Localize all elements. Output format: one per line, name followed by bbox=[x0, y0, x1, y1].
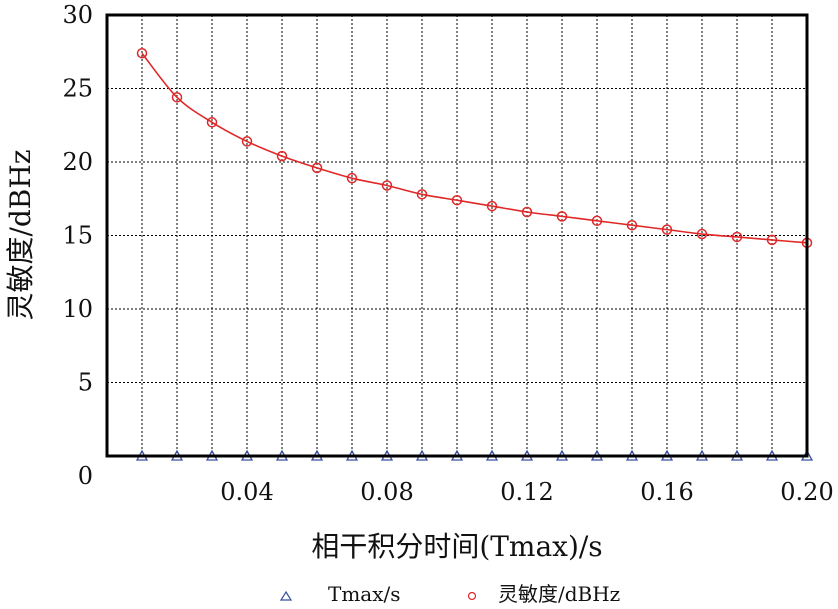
data-point-sensitivity bbox=[416, 189, 428, 200]
grid bbox=[107, 15, 807, 456]
plot-frame bbox=[105, 13, 809, 458]
data-point-sensitivity bbox=[136, 47, 148, 59]
data-point-sensitivity bbox=[206, 117, 218, 128]
x-axis-title: 相干积分时间(Tmax)/s bbox=[311, 530, 602, 563]
legend-label-tmax: Tmax/s bbox=[328, 582, 401, 606]
data-point-sensitivity bbox=[626, 219, 638, 231]
tick-labels: 0 5 10 15 20 25 30 0.04 0.08 0.12 0.16 0.20 bbox=[62, 1, 833, 506]
data-point-sensitivity bbox=[486, 200, 498, 212]
x-tick-label: 0.04 bbox=[220, 478, 273, 506]
data-point-sensitivity bbox=[241, 136, 253, 147]
legend-item-tmax: Tmax/s bbox=[279, 582, 401, 606]
data-point-sensitivity bbox=[451, 194, 463, 206]
y-axis-title: 灵敏度/dBHz bbox=[4, 149, 37, 320]
data-point-sensitivity bbox=[276, 150, 288, 162]
legend-item-sensitivity: 灵敏度/dBHz bbox=[467, 582, 620, 606]
data-point-sensitivity bbox=[381, 180, 393, 191]
x-tick-label: 0.20 bbox=[780, 478, 833, 506]
data-point-sensitivity bbox=[731, 231, 743, 243]
data-point-sensitivity bbox=[346, 172, 358, 184]
data-point-sensitivity bbox=[171, 92, 183, 103]
y-tick-label: 30 bbox=[62, 1, 93, 29]
x-tick-label: 0.08 bbox=[360, 478, 413, 506]
data-point-sensitivity bbox=[591, 215, 603, 227]
y-tick-label: 15 bbox=[62, 222, 93, 250]
triangle-marker-icon bbox=[279, 590, 293, 601]
x-tick-label: 0.12 bbox=[500, 478, 553, 506]
y-tick-label: 0 bbox=[78, 462, 93, 490]
data-point-sensitivity bbox=[696, 228, 708, 240]
data-point-sensitivity bbox=[521, 206, 533, 218]
y-tick-label: 10 bbox=[62, 295, 93, 323]
x-tick-label: 0.16 bbox=[640, 478, 693, 506]
data-point-sensitivity bbox=[661, 224, 673, 235]
legend-label-sensitivity: 灵敏度/dBHz bbox=[498, 582, 620, 606]
y-tick-label: 25 bbox=[62, 75, 93, 103]
data-point-sensitivity bbox=[311, 162, 323, 174]
legend: Tmax/s 灵敏度/dBHz bbox=[279, 582, 620, 606]
circle-marker-icon bbox=[467, 591, 477, 601]
data-point-sensitivity bbox=[766, 234, 778, 246]
data-point-sensitivity bbox=[556, 211, 568, 222]
series-line-sensitivity bbox=[141, 52, 808, 244]
y-tick-label: 20 bbox=[62, 148, 93, 176]
y-tick-label: 5 bbox=[78, 369, 93, 397]
